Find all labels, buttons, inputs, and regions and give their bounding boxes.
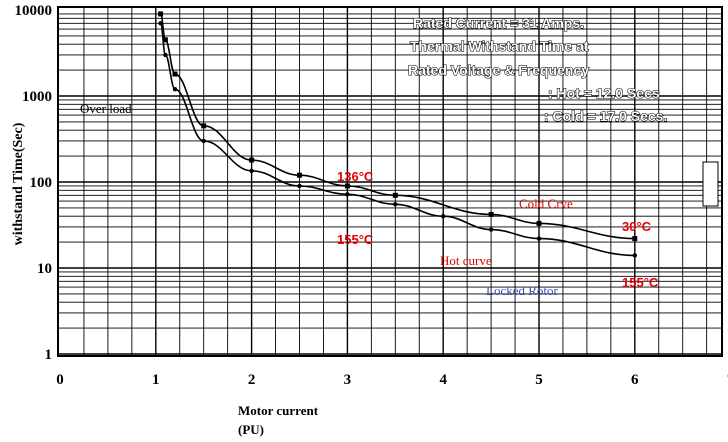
temp-136-label: 136°C <box>337 169 374 184</box>
x-tick-label: 4 <box>439 372 447 388</box>
y-tick-label: 100 <box>30 175 53 191</box>
locked-rotor-label: Locked Rotor <box>486 283 559 298</box>
data-point-hot <box>441 214 446 219</box>
cold-curve-label: Cold Crve <box>519 196 573 211</box>
hot-curve-label: Hot curve <box>440 253 492 268</box>
y-axis-ticks: 1 10 100 1000 10000 <box>15 3 53 363</box>
temp-155-upper-label: 155°C <box>337 232 374 247</box>
annotations: Over load 136°C 155°C 30°C 155°C Cold Cr… <box>80 101 659 298</box>
x-axis-title-line2: (PU) <box>238 422 264 437</box>
x-axis-ticks: 0 1 2 3 4 5 6 7 <box>56 372 728 388</box>
y-tick-label: 1 <box>45 347 53 363</box>
right-edge-marker <box>702 161 719 207</box>
x-axis-title-line1: Motor current <box>238 403 319 418</box>
data-point-cold <box>297 172 302 178</box>
data-point-hot <box>393 202 398 207</box>
x-tick-label: 7 <box>727 372 728 388</box>
data-point-cold <box>249 157 255 163</box>
data-point-hot <box>249 168 254 173</box>
x-tick-label: 1 <box>152 372 160 388</box>
data-point-hot <box>488 227 494 232</box>
data-point-cold <box>392 192 398 198</box>
info-box: Rated Current = 31 Amps. Thermal Withsta… <box>407 14 667 124</box>
data-point-cold <box>172 71 178 77</box>
data-point-hot <box>632 253 637 258</box>
y-tick-label: 10000 <box>15 3 53 19</box>
plot-frame <box>57 6 723 357</box>
data-point-hot <box>158 21 163 26</box>
info-line-rated-current: Rated Current = 31 Amps. <box>413 15 584 31</box>
data-point-hot <box>172 86 178 92</box>
data-point-cold <box>632 236 638 242</box>
grid-lines <box>58 7 722 356</box>
info-line-rated-voltage: Rated Voltage & Frequency <box>408 62 589 78</box>
data-point-cold <box>344 183 350 189</box>
data-point-hot <box>345 192 350 197</box>
temp-30-label: 30°C <box>622 219 652 234</box>
y-axis-title: withstand Time(Sec) <box>11 122 26 245</box>
info-line-hot: : Hot = 12.0 Secs <box>548 85 660 101</box>
data-point-cold <box>158 11 164 17</box>
x-tick-label: 3 <box>344 372 352 388</box>
data-point-cold <box>201 123 207 129</box>
data-point-cold <box>536 220 542 226</box>
data-point-cold <box>488 211 494 217</box>
x-tick-label: 0 <box>56 372 64 388</box>
y-tick-label: 1000 <box>22 89 52 105</box>
data-point-hot <box>163 52 168 58</box>
y-tick-label: 10 <box>37 261 52 277</box>
x-tick-label: 2 <box>248 372 256 388</box>
temp-155-lower-label: 155°C <box>622 275 659 290</box>
info-line-withstand-time: Thermal Withstand Time at <box>410 38 589 54</box>
data-point-hot <box>536 236 542 241</box>
overload-label: Over load <box>80 101 132 116</box>
info-line-cold: : Cold = 17.0 Secs. <box>544 108 667 124</box>
x-tick-label: 5 <box>535 372 543 388</box>
data-point-hot <box>297 183 302 189</box>
data-point-hot <box>201 138 206 144</box>
series-layer <box>158 11 638 258</box>
x-tick-label: 6 <box>631 372 639 388</box>
data-point-cold <box>162 37 168 43</box>
